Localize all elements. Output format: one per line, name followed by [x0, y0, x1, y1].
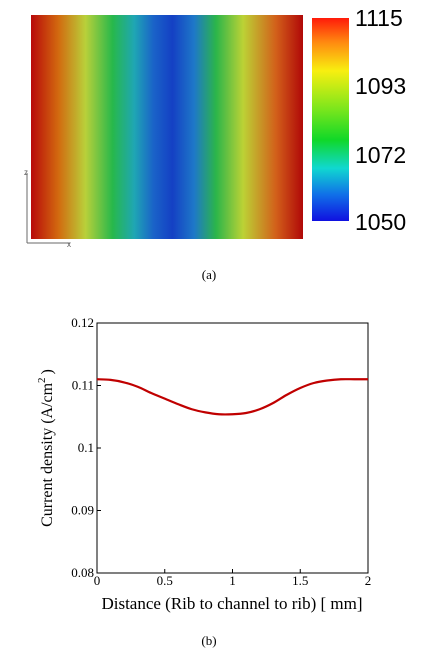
y-tick-label: 0.1 [78, 440, 94, 455]
colorbar-tick-label: 1050 [355, 209, 406, 235]
x-tick-label: 1.5 [292, 573, 308, 588]
y-tick-label: 0.11 [72, 378, 94, 393]
axis-triad [26, 173, 70, 244]
contour-field [31, 15, 303, 239]
colorbar-tick-label: 1072 [355, 142, 406, 168]
contour-panel: 1115 1093 1072 1050 z x (a) [24, 5, 406, 282]
axis-letter-z: z [24, 168, 28, 177]
y-tick-label: 0.12 [71, 315, 94, 330]
axis-letter-x: x [67, 240, 71, 249]
x-ticks: 0 0.5 1 1.5 2 [94, 569, 372, 588]
y-axis-label-main: Current density (A/cm [39, 382, 56, 527]
x-axis-label: Distance (Rib to channel to rib) [ mm] [101, 594, 362, 613]
y-axis-label-superscript: 2 [36, 377, 48, 383]
y-ticks: 0.08 0.09 0.1 0.11 0.12 [71, 315, 101, 580]
plot-frame [96, 322, 369, 574]
colorbar [312, 18, 349, 221]
series-line [96, 378, 368, 416]
y-axis-label-close: ) [39, 369, 56, 374]
caption-b: (b) [201, 633, 216, 648]
x-tick-label: 0 [94, 573, 101, 588]
x-tick-label: 1 [229, 573, 236, 588]
caption-a: (a) [202, 267, 216, 282]
line-chart: 0 0.5 1 1.5 2 0.08 0.09 0.1 0.11 0.12 Distance (… [36, 315, 371, 648]
colorbar-tick-label: 1115 [355, 5, 403, 31]
colorbar-tick-label: 1093 [355, 73, 406, 99]
x-tick-label: 2 [365, 573, 372, 588]
y-tick-label: 0.09 [71, 503, 94, 518]
x-tick-label: 0.5 [157, 573, 173, 588]
y-tick-label: 0.08 [71, 565, 94, 580]
y-axis-label: Current density (A/cm2) [36, 369, 56, 527]
